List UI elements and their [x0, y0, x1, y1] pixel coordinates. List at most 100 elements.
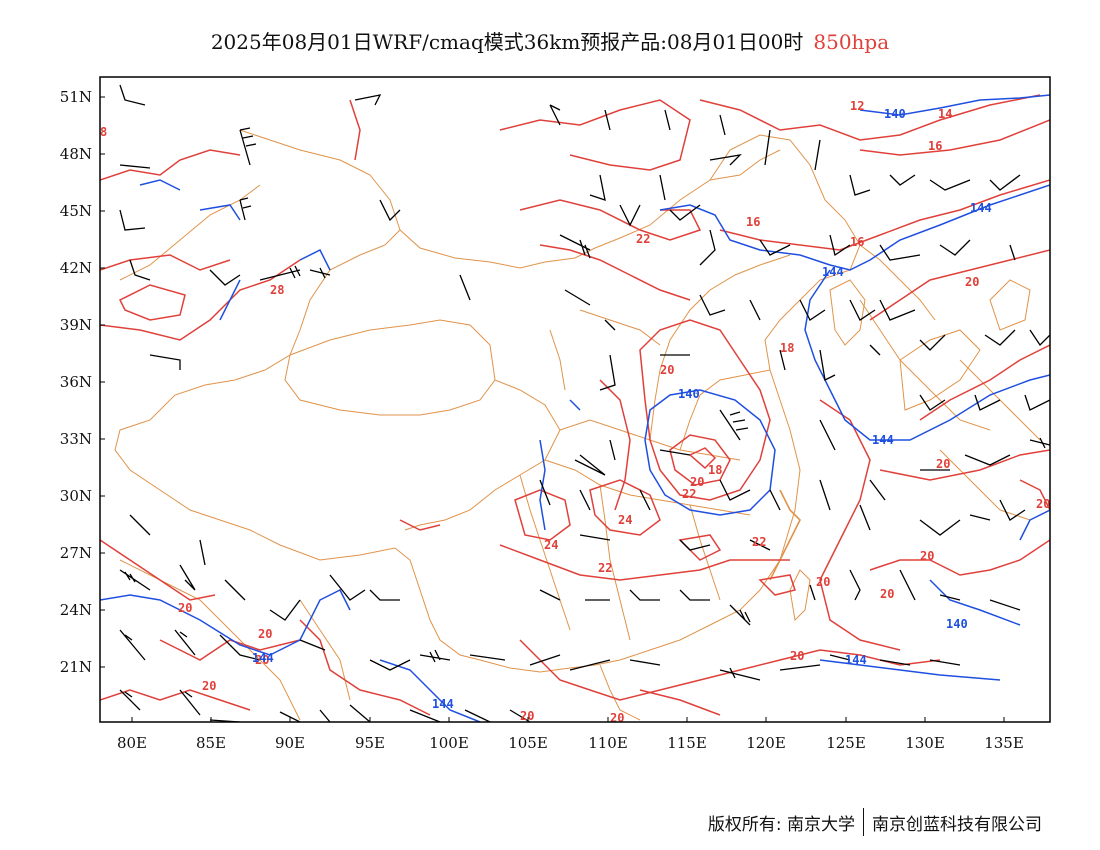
temp-label: 20: [690, 475, 704, 489]
hgt-label: 140: [678, 387, 700, 401]
lon-tick-marks: [131, 717, 1005, 722]
inner-border-11: [689, 504, 721, 601]
footer-divider: [863, 808, 864, 836]
lon-tick-label: 90E: [275, 734, 305, 752]
lat-tick-label: 30N: [60, 487, 92, 505]
inner-border-19: [119, 559, 301, 721]
temp-label: 18: [708, 463, 722, 477]
inner-border-6: [599, 484, 631, 641]
temp-label: 22: [598, 561, 612, 575]
temp-label: 20: [880, 587, 894, 601]
inner-border-9: [579, 309, 661, 346]
temp-label: 22: [636, 232, 650, 246]
map-background: [100, 77, 1050, 722]
lat-tick-label: 42N: [60, 259, 92, 277]
inner-border-18: [939, 449, 1031, 521]
geopotential-contours: [100, 94, 1050, 722]
lon-tick-label: 105E: [508, 734, 548, 752]
copyright-left: 版权所有: 南京大学: [707, 815, 855, 835]
inner-border-13: [119, 184, 261, 281]
temperature-contours: [100, 94, 1050, 716]
coast-south: [599, 664, 641, 721]
temp-label: 24: [544, 538, 558, 552]
copyright-footer: 版权所有: 南京大学 南京创蓝科技有限公司: [707, 808, 1042, 839]
inner-border-14: [709, 149, 781, 181]
temp-label: 16: [746, 215, 760, 229]
temp-label: 20: [660, 363, 674, 377]
map-frame: [99, 76, 1051, 723]
inner-border-15: [859, 244, 936, 321]
lon-tick-label: 130E: [905, 734, 945, 752]
temp-label: 28: [270, 283, 284, 297]
wind-barbs: [119, 84, 1050, 722]
temp-label: 20: [790, 649, 804, 663]
temp-label: 20: [965, 275, 979, 289]
temp-label: 18: [780, 341, 794, 355]
temp-label: 12: [850, 99, 864, 113]
temp-label: 20: [520, 709, 534, 723]
taiwan: [789, 569, 811, 622]
inner-border-10: [549, 329, 566, 391]
lat-axis: 51N 48N 45N 42N 39N 36N 33N 30N 27N 24N …: [60, 88, 92, 676]
temp-label: 22: [682, 487, 696, 501]
map-title: 2025年08月01日WRF/cmaq模式36km预报产品:08月01日00时 8…: [0, 26, 1100, 55]
title-main: 2025年08月01日WRF/cmaq模式36km预报产品:08月01日00时: [210, 30, 804, 54]
lat-tick-label: 36N: [60, 373, 92, 391]
hgt-label: 144: [845, 653, 867, 667]
lon-tick-label: 135E: [984, 734, 1024, 752]
inner-border-12: [239, 129, 401, 231]
temp-label: 20: [1036, 497, 1050, 511]
lat-tick-label: 48N: [60, 145, 92, 163]
lat-tick-label: 39N: [60, 316, 92, 334]
temp-label: 22: [752, 535, 766, 549]
hgt-label: 144: [872, 433, 894, 447]
hgt-label: 144: [252, 651, 274, 665]
lon-tick-label: 115E: [667, 734, 707, 752]
hgt-label: 144: [822, 265, 844, 279]
lat-tick-label: 51N: [60, 88, 92, 106]
temp-label: 20: [816, 575, 830, 589]
inner-border-1: [284, 319, 496, 416]
lat-tick-label: 33N: [60, 430, 92, 448]
temp-label: 20: [202, 679, 216, 693]
temp-label: 8: [100, 125, 107, 139]
contour-labels: 8 12 14 16 16 18 16 20 22 28 20 18 20 22…: [100, 99, 1050, 725]
temp-label: 20: [920, 549, 934, 563]
lon-tick-label: 110E: [588, 734, 628, 752]
lat-tick-label: 24N: [60, 601, 92, 619]
coast-east: [769, 489, 801, 581]
lon-tick-label: 100E: [429, 734, 469, 752]
lon-tick-label: 80E: [117, 734, 147, 752]
lon-tick-label: 85E: [196, 734, 226, 752]
temp-label: 16: [850, 235, 864, 249]
hgt-label: 144: [432, 697, 454, 711]
lat-tick-label: 21N: [60, 658, 92, 676]
lat-tick-label: 45N: [60, 202, 92, 220]
temp-label: 20: [178, 601, 192, 615]
temp-label: 24: [618, 513, 632, 527]
inner-border-16: [859, 299, 991, 431]
temp-label: 20: [936, 457, 950, 471]
lat-tick-label: 27N: [60, 544, 92, 562]
inner-border-5: [519, 474, 571, 631]
japan-north: [989, 279, 1031, 331]
hgt-label: 140: [884, 107, 906, 121]
inner-border-4: [544, 459, 751, 516]
korea: [829, 279, 866, 346]
inner-border-8: [649, 254, 791, 441]
lat-tick-marks: [100, 96, 105, 668]
lon-tick-label: 125E: [826, 734, 866, 752]
copyright-right: 南京创蓝科技有限公司: [872, 815, 1042, 835]
lon-tick-label: 95E: [355, 734, 385, 752]
hgt-label: 140: [946, 617, 968, 631]
lon-tick-label: 120E: [746, 734, 786, 752]
temp-label: 20: [258, 627, 272, 641]
hgt-label: 144: [970, 201, 992, 215]
japan: [899, 329, 981, 411]
temp-label: 20: [610, 711, 624, 725]
lon-axis: 80E 85E 90E 95E 100E 105E 110E 115E 120E…: [117, 734, 1024, 752]
china-outline: [114, 134, 861, 673]
title-level: 850hpa: [813, 30, 890, 54]
temp-label: 20: [255, 653, 269, 667]
